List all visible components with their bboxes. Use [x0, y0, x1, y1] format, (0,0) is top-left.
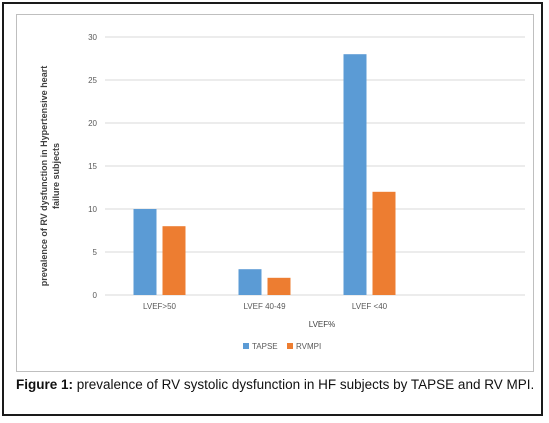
caption-text: prevalence of RV systolic dysfunction in…	[73, 377, 535, 392]
y-axis-label-line: failure subjects	[51, 143, 61, 209]
x-axis-label: LVEF%	[309, 320, 336, 329]
figure-caption: Figure 1: prevalence of RV systolic dysf…	[16, 377, 536, 393]
category-label: LVEF 40-49	[243, 302, 286, 311]
chart-area: 0 5 10 15 20 25 30 LVEF>50 LVEF 40-49 LVEF <40 L…	[16, 14, 534, 372]
legend: TAPSE RVMPI	[243, 342, 321, 351]
y-tick-labels: 0 5 10 15 20 25 30	[88, 33, 97, 300]
y-tick-label: 0	[93, 291, 98, 300]
bar-chart: 0 5 10 15 20 25 30 LVEF>50 LVEF 40-49 LVEF <40 L…	[39, 33, 525, 351]
legend-swatch-tapse	[243, 343, 249, 349]
bar-rvmpi-2	[372, 191, 396, 295]
category-labels: LVEF>50 LVEF 40-49 LVEF <40	[143, 302, 388, 311]
y-tick-label: 20	[88, 119, 97, 128]
y-tick-label: 5	[93, 248, 98, 257]
bar-tapse-0	[133, 209, 157, 295]
y-axis-label-line: prevalence of RV dysfunction in Hyperten…	[39, 66, 49, 286]
y-tick-label: 30	[88, 33, 97, 42]
legend-swatch-rvmpi	[287, 343, 293, 349]
y-tick-label: 10	[88, 205, 97, 214]
bar-rvmpi-1	[267, 277, 291, 295]
bar-tapse-2	[343, 54, 367, 296]
legend-label-rvmpi: RVMPI	[296, 342, 321, 351]
y-axis-label: prevalence of RV dysfunction in Hyperten…	[39, 66, 61, 286]
bar-rvmpi-0	[162, 226, 186, 295]
bars	[133, 54, 396, 296]
bar-tapse-1	[238, 269, 262, 295]
y-tick-label: 15	[88, 162, 97, 171]
figure-frame: 0 5 10 15 20 25 30 LVEF>50 LVEF 40-49 LVEF <40 L…	[2, 2, 543, 416]
caption-label: Figure 1:	[16, 377, 74, 392]
legend-label-tapse: TAPSE	[252, 342, 278, 351]
y-tick-label: 25	[88, 76, 97, 85]
category-label: LVEF>50	[143, 302, 177, 311]
category-label: LVEF <40	[352, 302, 388, 311]
